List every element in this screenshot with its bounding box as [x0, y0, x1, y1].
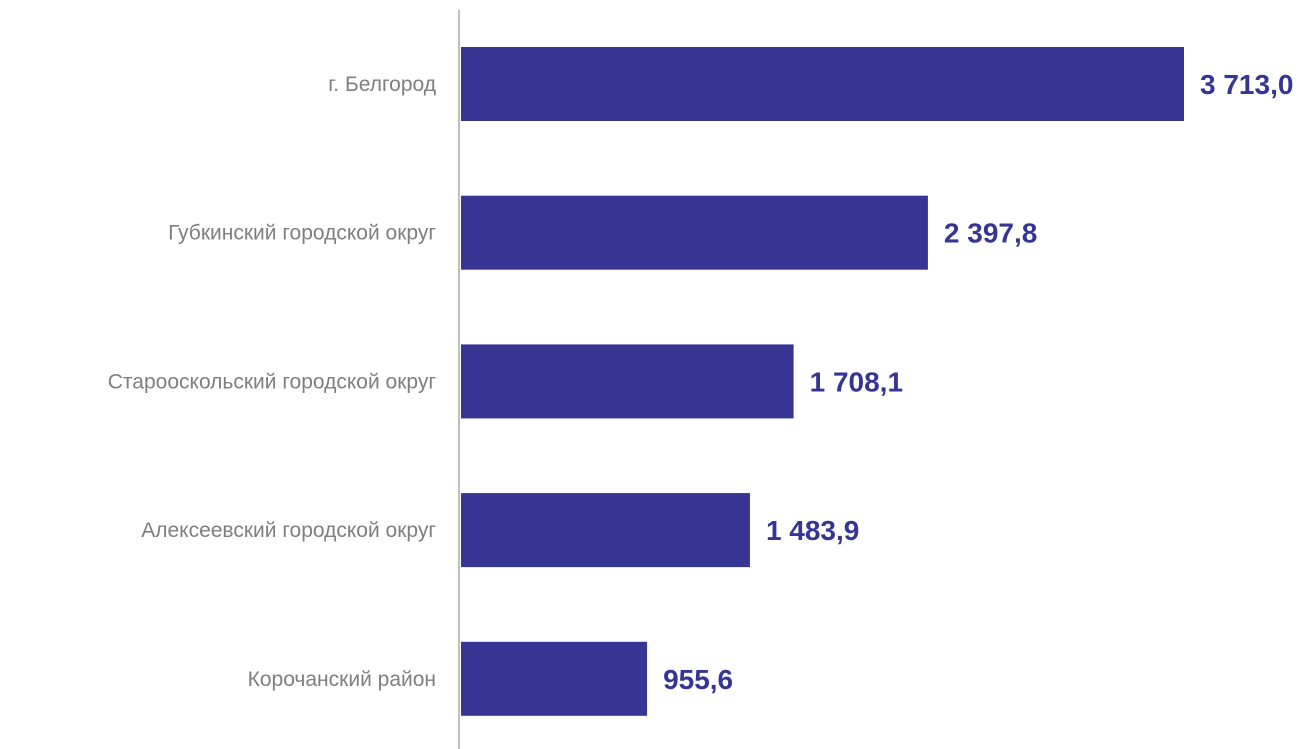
value-label-1: 3 713,0: [1200, 69, 1293, 100]
value-labels-group: 3 713,0 2 397,8 1 708,1 1 483,9 955,6: [663, 69, 1293, 695]
value-label-4: 1 483,9: [766, 515, 859, 546]
category-label-1: г. Белгород: [328, 73, 436, 96]
category-label-4: Алексеевский городской округ: [141, 519, 436, 542]
bar-1: [461, 47, 1184, 121]
category-label-5: Корочанский район: [248, 668, 436, 691]
category-labels-group: г. Белгород Губкинский городской округ Ста…: [108, 73, 437, 691]
bar-3: [461, 344, 794, 419]
bars-group: [461, 47, 1184, 716]
category-label-2: Губкинский городской округ: [168, 222, 436, 245]
value-label-5: 955,6: [663, 664, 733, 695]
value-label-3: 1 708,1: [810, 366, 903, 397]
bar-2: [461, 195, 928, 270]
bar-5: [461, 641, 648, 716]
category-label-3: Старооскольский городской округ: [108, 370, 437, 393]
value-label-2: 2 397,8: [944, 218, 1037, 249]
bar-4: [461, 493, 750, 568]
